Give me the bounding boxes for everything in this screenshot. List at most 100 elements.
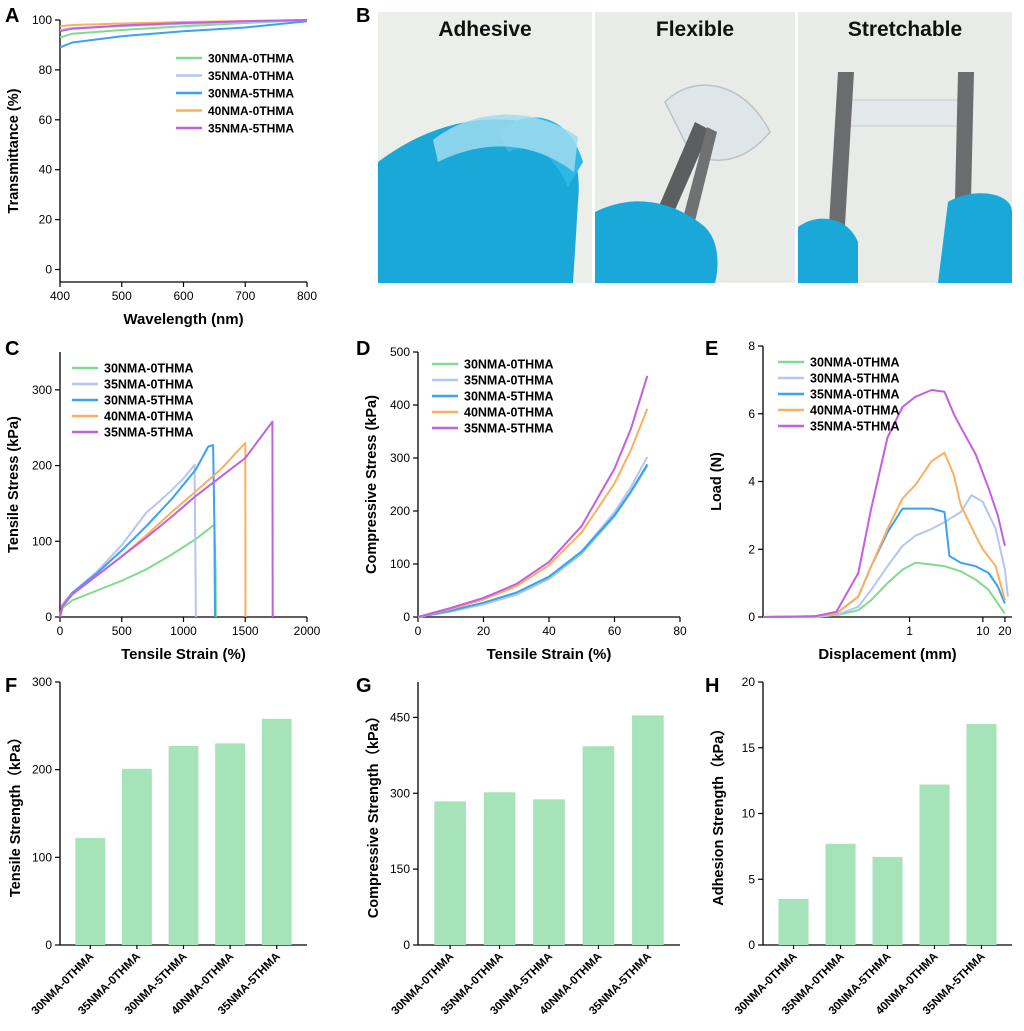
bar-F-30NMA-0THMA: [75, 838, 106, 945]
panel-letter-G: G: [356, 675, 372, 697]
x-tick-label-E: 20: [998, 624, 1012, 638]
y-tick-label-E: 6: [748, 407, 755, 421]
panel-letter-A: A: [5, 5, 19, 27]
x-tick-label-D: 20: [477, 624, 491, 638]
series-line-A-35NMA-5THMA: [59, 19, 308, 33]
bar-G-30NMA-5THMA: [533, 799, 565, 945]
y-tick-label-C: 300: [32, 383, 52, 397]
legend-label-A: 30NMA-0THMA: [208, 52, 294, 66]
panel-letter-F: F: [5, 675, 17, 697]
legend-label-D: 35NMA-0THMA: [464, 374, 554, 388]
legend-label-E: 35NMA-0THMA: [810, 388, 900, 402]
bar-H-35NMA-5THMA: [966, 724, 997, 945]
series-line-A-30NMA-5THMA: [59, 20, 308, 49]
series-line-C-35NMA-5THMA: [59, 420, 274, 618]
x-axis-label-D: Tensile Strain (%): [487, 646, 612, 663]
panel-letter-E: E: [705, 338, 718, 360]
legend-label-E: 30NMA-5THMA: [810, 372, 900, 386]
y-tick-label-H: 10: [742, 807, 756, 821]
y-tick-label-A: 0: [45, 263, 52, 277]
bar-G-30NMA-0THMA: [434, 801, 466, 945]
y-tick-label-D: 100: [390, 557, 410, 571]
x-tick-label-E: 10: [976, 624, 990, 638]
legend-label-C: 40NMA-0THMA: [104, 410, 194, 424]
panel-letter-H: H: [705, 675, 719, 697]
x-tick-label-C: 500: [112, 624, 132, 638]
y-tick-label-A: 20: [39, 213, 53, 227]
x-tick-label-A: 600: [173, 289, 193, 303]
y-axis-label-C: Tensile Stress (kPa): [6, 416, 22, 553]
y-axis-label-G: Compressive Strength（kPa）: [364, 709, 382, 919]
series-line-D-30NMA-5THMA: [417, 463, 649, 618]
x-tick-label-C: 1000: [170, 624, 197, 638]
x-tick-label-C: 2000: [294, 624, 321, 638]
bar-H-30NMA-5THMA: [872, 856, 903, 945]
y-axis-label-A: Transmittance (%): [6, 88, 22, 213]
legend-label-D: 30NMA-0THMA: [464, 358, 554, 372]
y-tick-label-F: 300: [32, 675, 52, 689]
y-axis-label-F: Tensile Strength（kPa）: [6, 730, 24, 897]
series-line-E-35NMA-0THMA: [762, 507, 1006, 618]
y-tick-label-A: 100: [32, 13, 52, 27]
photo-label-flexible: Flexible: [655, 18, 735, 41]
y-tick-label-C: 100: [32, 534, 52, 548]
y-tick-label-A: 40: [39, 163, 53, 177]
legend-label-D: 35NMA-5THMA: [464, 422, 554, 436]
x-tick-label-A: 400: [50, 289, 70, 303]
photo-label-adhesive: Adhesive: [438, 18, 532, 41]
photo-adhesive: Adhesive: [378, 12, 592, 283]
bar-F-35NMA-5THMA: [261, 718, 292, 945]
x-axis-label-A: Wavelength (nm): [123, 311, 243, 328]
legend-label-C: 30NMA-5THMA: [104, 394, 194, 408]
bar-H-40NMA-0THMA: [919, 784, 950, 945]
y-tick-label-E: 0: [748, 610, 755, 624]
legend-label-A: 35NMA-0THMA: [208, 69, 294, 83]
stretchable-photo-illustration: [798, 12, 1012, 283]
legend-label-A: 30NMA-5THMA: [208, 87, 294, 101]
y-tick-label-H: 0: [748, 938, 755, 952]
legend-label-C: 35NMA-5THMA: [104, 426, 194, 440]
legend-label-D: 30NMA-5THMA: [464, 390, 554, 404]
x-axis-label-E: Displacement (mm): [818, 646, 956, 663]
series-line-C-40NMA-0THMA: [59, 441, 247, 618]
y-tick-label-G: 450: [390, 710, 410, 724]
y-tick-label-G: 0: [403, 938, 410, 952]
x-tick-label-A: 500: [112, 289, 132, 303]
legend-label-C: 35NMA-0THMA: [104, 378, 194, 392]
y-tick-label-C: 0: [45, 610, 52, 624]
legend-label-E: 35NMA-5THMA: [810, 420, 900, 434]
series-line-E-30NMA-5THMA: [762, 494, 1009, 618]
y-tick-label-G: 150: [390, 862, 410, 876]
photo-label-stretchable: Stretchable: [847, 18, 963, 41]
x-axis-label-C: Tensile Strain (%): [121, 646, 246, 663]
y-tick-label-D: 300: [390, 451, 410, 465]
y-tick-label-H: 5: [748, 872, 755, 886]
legend-label-A: 35NMA-5THMA: [208, 122, 294, 136]
y-tick-label-E: 4: [748, 475, 755, 489]
x-tick-label-C: 1500: [232, 624, 259, 638]
series-line-D-40NMA-0THMA: [417, 408, 649, 618]
y-tick-label-F: 0: [45, 938, 52, 952]
series-line-D-30NMA-0THMA: [417, 465, 649, 618]
y-tick-label-H: 20: [742, 675, 756, 689]
series-line-C-35NMA-0THMA: [59, 463, 197, 618]
legend-label-E: 40NMA-0THMA: [810, 404, 900, 418]
photo-stretchable: Stretchable: [798, 12, 1012, 283]
y-tick-label-F: 200: [32, 763, 52, 777]
y-tick-label-F: 100: [32, 850, 52, 864]
panel-letter-D: D: [356, 338, 370, 360]
photo-flexible: Flexible: [595, 12, 795, 283]
x-tick-label-D: 60: [608, 624, 622, 638]
bar-G-40NMA-0THMA: [582, 746, 615, 945]
bar-H-30NMA-0THMA: [778, 898, 809, 945]
y-tick-label-E: 8: [748, 339, 755, 353]
y-tick-label-A: 60: [39, 113, 53, 127]
series-line-C-30NMA-5THMA: [59, 444, 216, 618]
x-tick-label-A: 800: [297, 289, 317, 303]
panel-letter-B: B: [356, 5, 370, 27]
panel-letter-C: C: [5, 338, 19, 360]
series-line-E-40NMA-0THMA: [762, 451, 1006, 618]
bar-H-35NMA-0THMA: [825, 843, 856, 945]
y-tick-label-A: 80: [39, 63, 53, 77]
